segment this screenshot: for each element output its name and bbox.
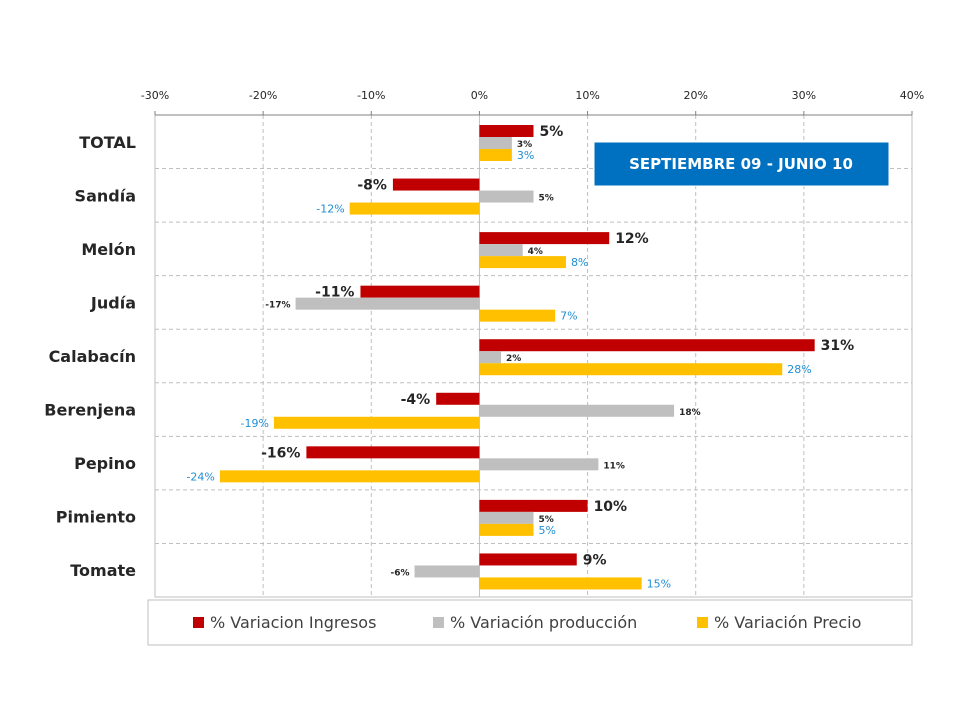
category-label: Judía <box>90 293 136 312</box>
category-label: Tomate <box>70 561 136 580</box>
x-tick-label: -30% <box>141 89 169 102</box>
bar-ingresos <box>360 285 480 298</box>
bar-produccion <box>295 297 480 310</box>
bar-ingresos <box>479 232 610 245</box>
bar-ingresos <box>479 499 588 512</box>
data-label: 11% <box>603 461 625 471</box>
x-tick-label: 40% <box>900 89 924 102</box>
bar-produccion <box>414 565 480 578</box>
data-label: 5% <box>539 524 556 537</box>
bar-ingresos <box>392 178 480 191</box>
x-axis-ticks: -30% -20% -10% 0% 10% 20% 30% 40% <box>141 89 924 116</box>
category-labels: TOTAL Sandía Melón Judía Calabacín Berenjena P… <box>44 133 136 580</box>
x-tick-label: -20% <box>249 89 277 102</box>
category-label: Sandía <box>75 186 136 205</box>
legend-label: % Variacion Ingresos <box>210 613 376 632</box>
data-label: -24% <box>186 470 214 483</box>
bar-produccion <box>479 244 523 257</box>
data-label: 8% <box>571 256 588 269</box>
bar-produccion <box>479 190 534 203</box>
data-label: 28% <box>787 363 811 376</box>
bar-precio <box>349 202 480 215</box>
legend-swatch <box>433 617 444 628</box>
data-label: 10% <box>594 499 628 515</box>
bar-produccion <box>479 351 502 364</box>
bar-produccion <box>479 137 512 149</box>
legend-label: % Variación producción <box>450 613 637 632</box>
data-label: -6% <box>391 568 410 578</box>
bar-precio <box>219 470 480 483</box>
legend-label: % Variación Precio <box>714 613 861 632</box>
data-label: 2% <box>506 354 521 364</box>
x-tick-label: 20% <box>683 89 707 102</box>
data-label: 5% <box>540 124 564 140</box>
period-banner-box <box>593 141 890 187</box>
bar-ingresos <box>479 339 815 352</box>
legend-swatch <box>193 617 204 628</box>
category-label: Pepino <box>74 454 136 473</box>
bars <box>219 125 815 590</box>
bar-produccion <box>479 404 675 417</box>
data-label: 5% <box>539 515 554 525</box>
data-label: 15% <box>647 577 671 590</box>
data-label: -11% <box>315 285 354 301</box>
bar-ingresos <box>479 553 577 566</box>
data-label: 5% <box>539 194 554 204</box>
bar-precio <box>479 149 512 161</box>
data-label: -12% <box>316 203 344 216</box>
data-label: 3% <box>517 140 532 150</box>
bar-produccion <box>479 511 534 524</box>
category-label: Berenjena <box>44 401 136 420</box>
x-tick-label: 0% <box>471 89 488 102</box>
data-label: 3% <box>517 149 534 162</box>
legend-box <box>147 599 913 646</box>
data-label: 12% <box>615 231 649 247</box>
data-label: -17% <box>265 301 290 311</box>
data-label: 9% <box>583 552 607 568</box>
period-banner: SEPTIEMBRE 09 - JUNIO 10 <box>593 141 890 187</box>
gridlines <box>154 115 913 597</box>
data-label: -16% <box>261 445 300 461</box>
category-label: Pimiento <box>56 508 136 527</box>
legend-swatch <box>697 617 708 628</box>
bar-ingresos <box>436 392 480 405</box>
data-label: -19% <box>241 417 269 430</box>
data-label: -8% <box>357 178 387 194</box>
x-tick-label: 30% <box>792 89 816 102</box>
data-labels: 5% 3%3% -8% 5% -12% 12% 4% 8% -11% -17% 7% 31% 2% 28%… <box>186 124 854 590</box>
category-label: Melón <box>81 240 136 259</box>
bar-precio <box>479 523 534 536</box>
data-label: -4% <box>401 392 431 408</box>
legend: % Variacion Ingresos % Variación producci… <box>193 613 861 632</box>
bar-ingresos <box>479 125 534 137</box>
x-tick-label: 10% <box>575 89 599 102</box>
period-banner-text: SEPTIEMBRE 09 - JUNIO 10 <box>629 155 853 173</box>
category-label: TOTAL <box>79 133 136 152</box>
data-label: 31% <box>821 338 855 354</box>
data-label: 4% <box>528 247 543 257</box>
bar-precio <box>479 256 566 269</box>
data-label: 7% <box>560 310 577 323</box>
category-label: Calabacín <box>49 347 136 366</box>
bar-precio <box>479 577 642 590</box>
data-label: 18% <box>679 408 701 418</box>
x-tick-label: -10% <box>357 89 385 102</box>
bar-precio <box>479 363 783 376</box>
bar-precio <box>479 309 556 322</box>
bar-precio <box>273 416 480 429</box>
bar-produccion <box>479 458 599 471</box>
bar-ingresos <box>306 446 480 459</box>
